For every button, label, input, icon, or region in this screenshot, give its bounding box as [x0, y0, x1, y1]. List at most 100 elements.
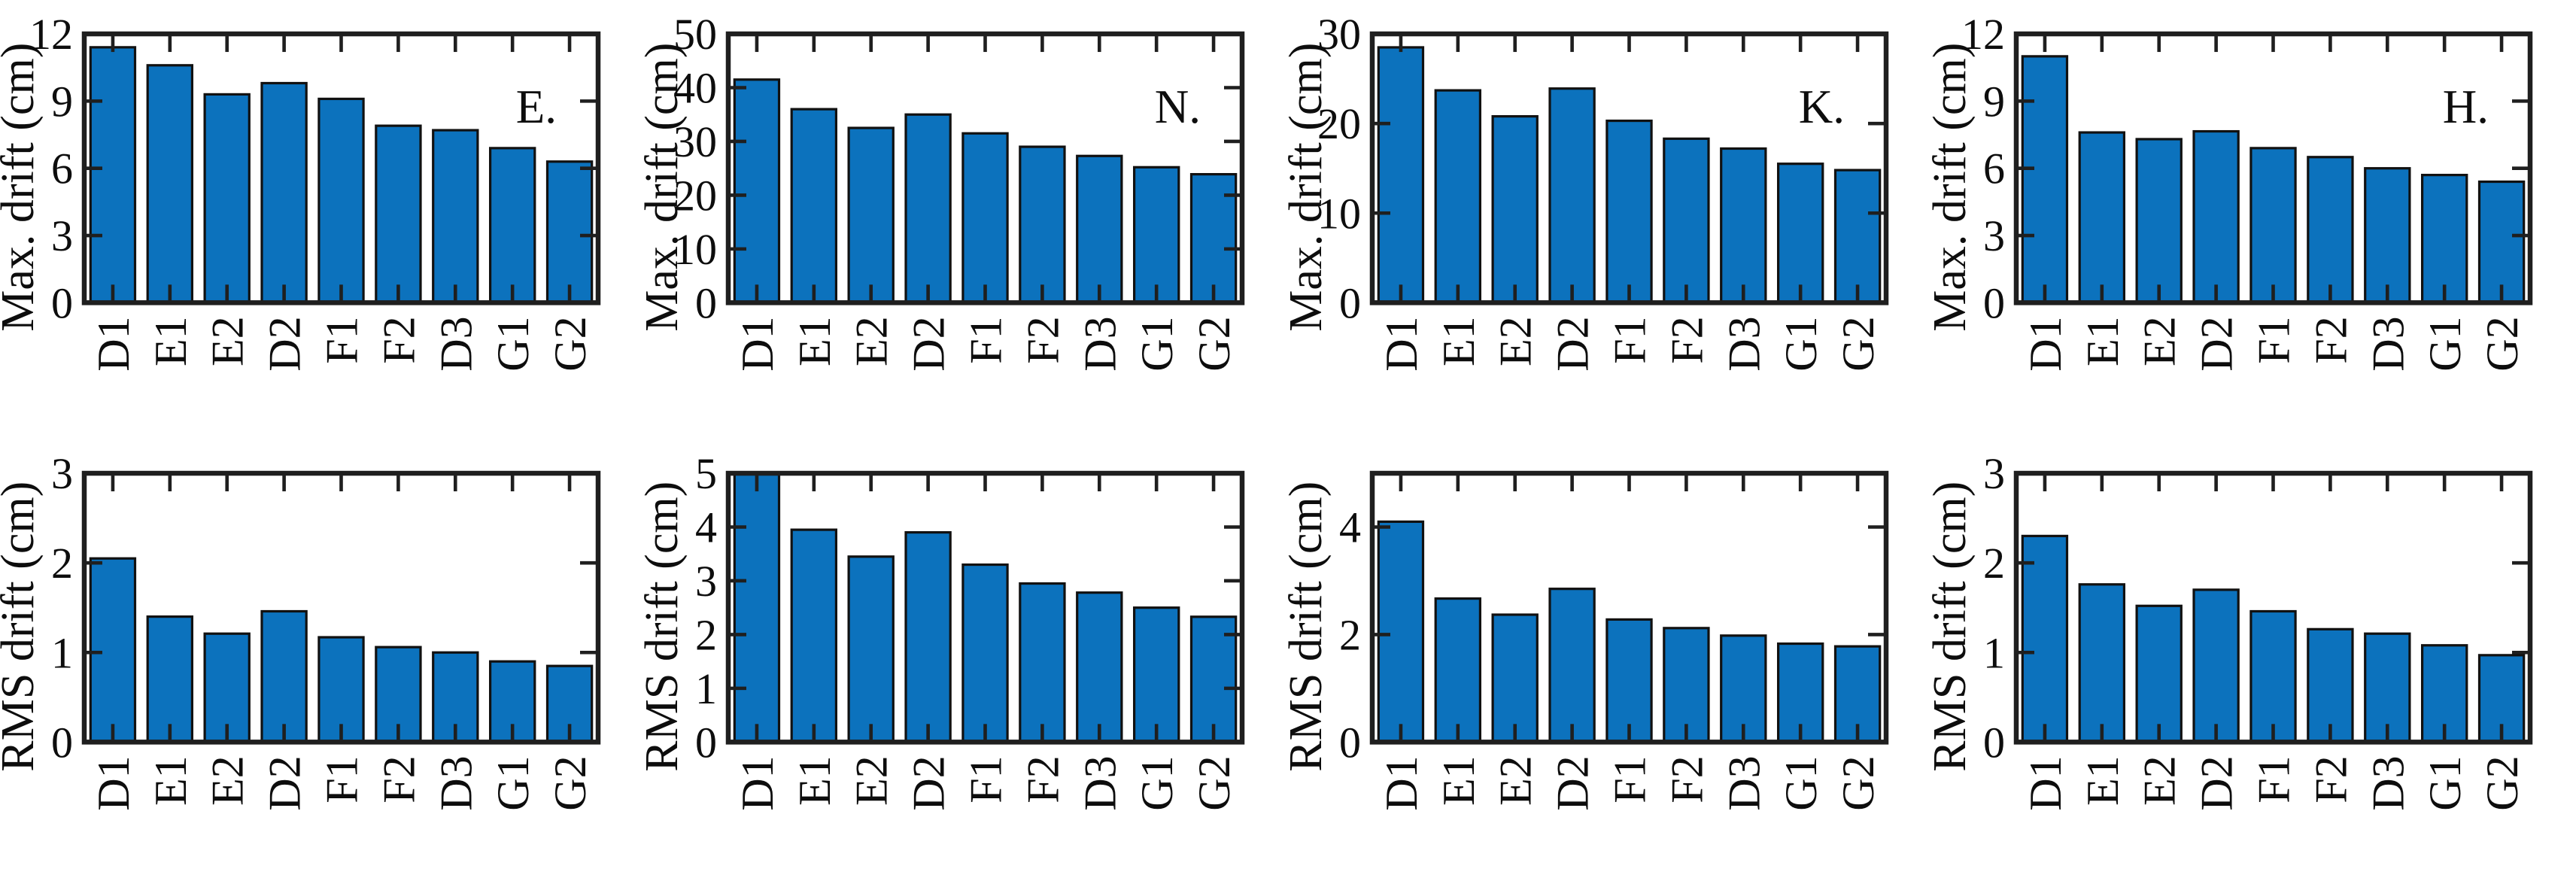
y-tick-label: 5 [695, 449, 717, 498]
x-tick-label: E2 [847, 316, 897, 366]
x-tick-label: F2 [2306, 755, 2356, 803]
x-tick-label: F1 [2249, 755, 2299, 803]
bar-F1 [961, 132, 1009, 304]
axes-frame [1369, 470, 1889, 745]
chart-rms-drift-E: D1 E1 E2 D2 F1 F2 D3 G1 G2 0 1 2 3 RMS drift (cm) [0, 439, 644, 878]
y-tick-label: 6 [1983, 144, 2005, 193]
y-tick-label: 2 [51, 539, 73, 588]
bar-E1 [790, 108, 837, 304]
bar-F2 [1019, 145, 1066, 304]
y-tick-label: 0 [51, 278, 73, 327]
x-tick-label: E1 [790, 755, 840, 806]
x-tick-label: D3 [1719, 316, 1769, 371]
bar-D1 [2021, 55, 2069, 305]
bar-F1 [1605, 618, 1653, 743]
y-tick-label: 12 [1961, 10, 2005, 59]
x-tick-label: G2 [545, 316, 595, 371]
x-tick-label: D2 [2192, 755, 2242, 810]
x-tick-label: F2 [1662, 316, 1712, 363]
x-tick-label: F2 [2306, 316, 2356, 363]
x-tick-label: G2 [545, 755, 595, 810]
x-tick-label: E2 [2135, 316, 2185, 366]
bar-E1 [146, 615, 193, 743]
x-tick-label: F2 [374, 316, 424, 363]
bar-E1 [2078, 131, 2125, 304]
bar-F1 [1605, 119, 1653, 304]
bar-E2 [203, 93, 251, 304]
panel-annotation: N. [1155, 81, 1201, 133]
chart-max-drift-E: D1 E1 E2 D2 F1 F2 D3 G1 G2 0 3 6 9 12 Max. drift (cm) E… [0, 0, 644, 439]
bar-E2 [1491, 612, 1539, 743]
axes-frame [2013, 31, 2533, 305]
y-tick-label: 50 [673, 10, 717, 59]
x-tick-label: D3 [2363, 316, 2413, 371]
bar-D2 [904, 113, 952, 304]
x-tick-label: E1 [790, 316, 840, 366]
bar-E1 [146, 64, 193, 304]
y-axis-label: Max. drift (cm) [1288, 43, 1332, 332]
x-tick-label: F1 [1605, 755, 1655, 803]
bar-D1 [1377, 520, 1425, 743]
x-tick-label: G2 [1833, 316, 1883, 371]
x-tick-label: D3 [1075, 316, 1125, 371]
x-tick-label: D2 [2192, 316, 2242, 371]
y-tick-label: 2 [1983, 539, 2005, 588]
y-tick-label: 20 [673, 171, 717, 220]
bar-D3 [1076, 591, 1123, 743]
bar-D3 [1076, 154, 1123, 304]
y-tick-label: 1 [1983, 628, 2005, 677]
y-tick-label: 3 [695, 556, 717, 605]
x-tick-label: D2 [904, 316, 954, 371]
bar-G1 [488, 147, 536, 304]
y-tick-label: 10 [1317, 189, 1361, 238]
y-axis-label: RMS drift (cm) [644, 481, 688, 771]
bar-E2 [847, 554, 895, 743]
bar-D2 [260, 609, 308, 743]
bar-D2 [2192, 588, 2240, 743]
x-tick-label: E2 [2135, 755, 2185, 806]
x-tick-label: G1 [1132, 316, 1182, 371]
x-tick-label: D2 [260, 316, 310, 371]
chart-max-drift-N: D1 E1 E2 D2 F1 F2 D3 G1 G2 0 10 20 30 40 50 Max. drift … [644, 0, 1288, 439]
axes-frame [81, 31, 601, 305]
bar-F1 [317, 97, 365, 304]
x-tick-label: D1 [2021, 316, 2070, 371]
x-tick-label: D3 [431, 316, 481, 371]
bar-G1 [1132, 606, 1180, 743]
y-tick-label: 30 [673, 117, 717, 166]
bar-F1 [2249, 147, 2297, 304]
y-tick-label: 40 [673, 63, 717, 112]
x-tick-label: F2 [374, 755, 424, 803]
x-tick-label: D1 [2021, 755, 2070, 810]
x-tick-label: G1 [488, 755, 538, 810]
x-tick-label: F2 [1018, 755, 1068, 803]
x-tick-label: F1 [317, 755, 367, 803]
x-tick-label: F1 [317, 316, 367, 363]
x-tick-label: E1 [146, 316, 196, 366]
y-tick-label: 0 [1983, 718, 2005, 767]
bar-D3 [2364, 167, 2411, 304]
bar-G1 [2420, 173, 2468, 304]
y-tick-label: 9 [1983, 77, 2005, 126]
y-tick-label: 30 [1317, 10, 1361, 59]
y-tick-label: 6 [51, 144, 73, 193]
y-axis-label: Max. drift (cm) [1932, 43, 1976, 332]
bar-D2 [260, 81, 308, 304]
axes-frame [81, 470, 601, 745]
y-tick-label: 0 [1339, 278, 1361, 327]
bar-D1 [1377, 46, 1425, 304]
y-tick-label: 3 [51, 449, 73, 498]
bar-E2 [2135, 138, 2183, 304]
bar-F2 [375, 124, 422, 304]
y-tick-label: 1 [695, 664, 717, 712]
x-tick-label: D1 [1377, 316, 1426, 371]
x-tick-label: E1 [2078, 316, 2128, 366]
panel-annotation: K. [1799, 81, 1845, 133]
axes-frame [725, 31, 1245, 305]
